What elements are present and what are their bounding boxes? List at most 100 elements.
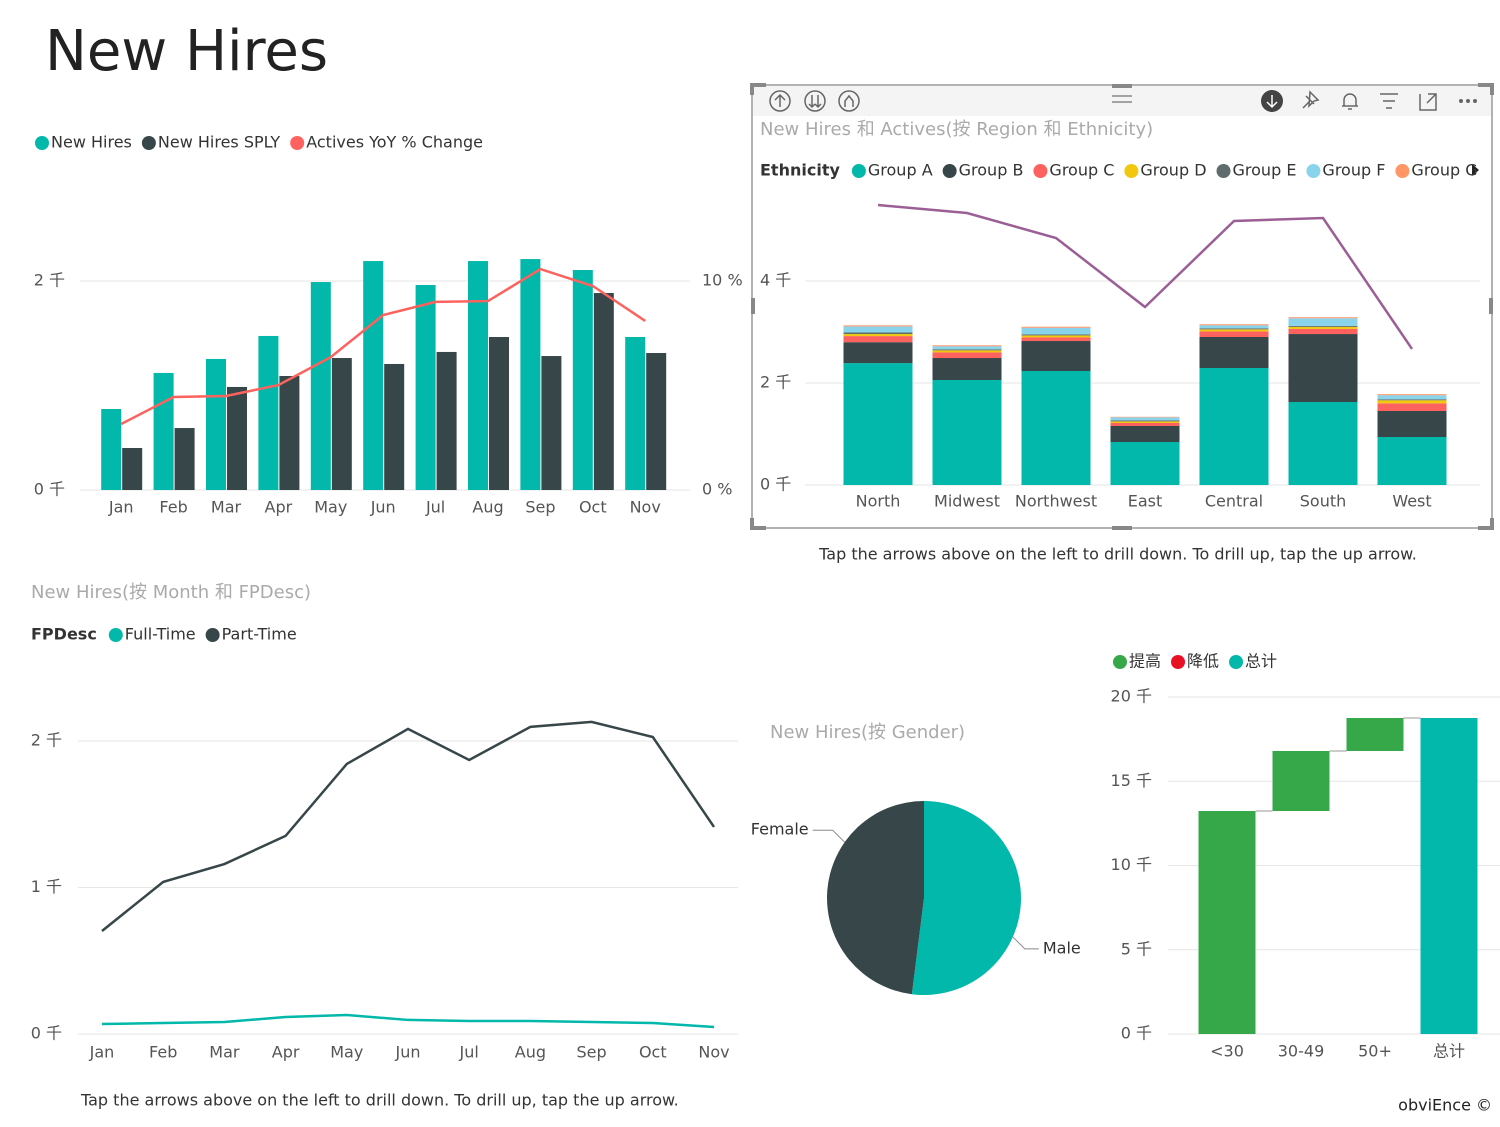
legend-marker [851, 164, 866, 178]
bar [520, 259, 541, 490]
note: Tap the arrows above on the left to dril… [80, 1091, 679, 1110]
chart-title: New Hires(按 Month 和 FPDesc) [31, 582, 311, 603]
bar-segment [1199, 368, 1269, 485]
legend-label: Actives YoY % Change [306, 133, 483, 152]
bar-segment [1021, 327, 1091, 335]
bar-segment [1377, 400, 1447, 404]
visual-frame [750, 83, 1494, 530]
legend-marker [1395, 164, 1410, 178]
bar [279, 375, 300, 490]
bar-segment [1110, 421, 1180, 423]
bar [363, 261, 384, 490]
bar-segment [932, 345, 1002, 347]
x-tick-label: Jan [108, 498, 134, 517]
legend-label: Group F [1322, 161, 1385, 180]
bar-segment [1377, 437, 1447, 485]
x-tick-label: Northwest [1015, 492, 1097, 511]
x-tick-label: Jul [459, 1043, 479, 1062]
y-tick-label: 10 % [702, 271, 743, 290]
x-tick-label: Sep [577, 1043, 607, 1062]
bar [593, 293, 614, 490]
drill-down-button[interactable] [804, 90, 826, 112]
legend-marker [35, 136, 49, 150]
x-tick-label: Aug [515, 1043, 546, 1062]
page-title: New Hires [45, 19, 328, 84]
legend-label: Group C [1049, 161, 1114, 180]
bar [310, 282, 331, 490]
alert-button[interactable] [1342, 93, 1358, 110]
legend-marker [1216, 164, 1231, 178]
bar-segment [932, 349, 1002, 351]
bar [489, 337, 509, 490]
legend-marker [108, 628, 123, 642]
filter-button[interactable] [1380, 93, 1398, 109]
drill-up-button[interactable] [769, 90, 791, 112]
chart-title: New Hires(按 Gender) [770, 722, 965, 743]
bar-segment [1021, 337, 1091, 342]
footer: obviEnce © [1398, 1096, 1492, 1115]
x-tick-label: East [1128, 492, 1163, 511]
bar-segment [932, 379, 1002, 485]
y-tick-label: 2 千 [760, 373, 791, 392]
bar-segment [1377, 403, 1447, 411]
bar-segment [843, 336, 913, 343]
bar [384, 363, 405, 490]
bar-segment [1199, 324, 1269, 326]
x-tick-label: <30 [1210, 1042, 1244, 1061]
x-tick-label: Jan [89, 1043, 115, 1062]
legend-label: Group D [1140, 161, 1206, 180]
bar-segment [1288, 318, 1358, 326]
chart-title: New Hires 和 Actives(按 Region 和 Ethnicity… [760, 119, 1153, 140]
legend-label: New Hires SPLY [158, 133, 281, 152]
bar-segment [843, 326, 913, 333]
legend-marker [141, 136, 156, 150]
y-tick-label: 2 千 [31, 730, 62, 749]
bar-segment [1110, 425, 1180, 443]
bar [153, 372, 174, 490]
line [101, 1013, 715, 1029]
legend-label: Group A [868, 161, 933, 180]
legend-marker [290, 136, 305, 150]
bar-segment [1288, 317, 1358, 319]
leader-line [812, 829, 846, 843]
note: Tap the arrows above on the left to dril… [818, 545, 1417, 564]
pin-button[interactable] [1302, 90, 1320, 109]
y-tick-label: 0 千 [1121, 1024, 1152, 1043]
bar-segment [843, 332, 913, 335]
bar-segment [1110, 442, 1180, 485]
focus-button[interactable] [1419, 93, 1437, 111]
legend-marker [1171, 655, 1186, 669]
expand-button[interactable] [838, 90, 860, 112]
y-tick-label: 0 % [702, 480, 732, 499]
bar-segment [1110, 416, 1180, 418]
more-button[interactable] [1459, 99, 1477, 103]
line [120, 267, 646, 426]
x-tick-label: Jun [395, 1043, 421, 1062]
x-tick-label: 30-49 [1278, 1042, 1325, 1061]
x-tick-label: South [1300, 492, 1347, 511]
y-tick-label: 0 千 [31, 1024, 62, 1043]
legend-marker [1124, 164, 1139, 178]
bar [1198, 811, 1256, 1034]
legend-next-arrow[interactable] [1472, 164, 1479, 176]
legend-label: Part-Time [222, 625, 297, 644]
bar-segment [1110, 417, 1180, 421]
bar-segment [932, 350, 1002, 353]
y-tick-label: 4 千 [760, 271, 791, 290]
leader-line [1012, 936, 1039, 950]
bar-segment [1110, 420, 1180, 422]
bar [258, 335, 279, 490]
y-tick-label: 5 千 [1121, 939, 1152, 958]
bar-segment [1021, 335, 1091, 338]
y-tick-label: 0 千 [760, 475, 791, 494]
toolbar[interactable] [769, 90, 1477, 112]
x-tick-label: Jul [425, 498, 445, 517]
legend-label: 降低 [1187, 652, 1219, 671]
legend-label: 总计 [1245, 652, 1277, 671]
legend-label: Full-Time [125, 625, 196, 644]
bar-segment [1288, 326, 1358, 329]
x-tick-label: Sep [525, 498, 555, 517]
legend-title: Ethnicity [760, 161, 840, 180]
bar-segment [932, 352, 1002, 359]
line [101, 720, 716, 932]
